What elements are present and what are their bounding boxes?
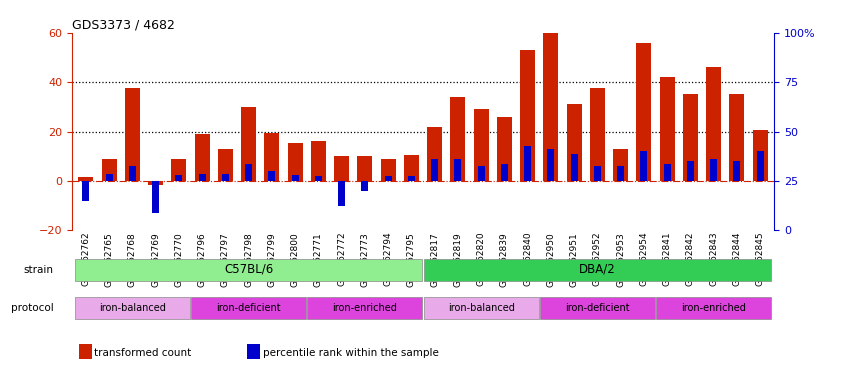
Bar	[75, 258, 422, 281]
Bar	[540, 297, 655, 319]
Bar	[450, 97, 465, 181]
Text: iron-balanced: iron-balanced	[99, 303, 166, 313]
Bar	[454, 159, 461, 181]
Bar	[478, 166, 485, 181]
Bar	[664, 164, 671, 181]
Bar	[310, 141, 326, 181]
Bar	[79, 177, 93, 181]
Bar	[175, 175, 182, 181]
Bar	[288, 142, 303, 181]
Text: iron-deficient: iron-deficient	[565, 303, 629, 313]
Bar	[706, 67, 721, 181]
Text: iron-enriched: iron-enriched	[332, 303, 398, 313]
Bar	[613, 149, 629, 181]
Bar	[525, 146, 531, 181]
Bar	[245, 164, 252, 181]
Bar	[733, 161, 740, 181]
Bar	[640, 151, 647, 181]
Bar	[385, 176, 392, 181]
Bar	[636, 43, 651, 181]
Bar	[729, 94, 744, 181]
Bar	[102, 159, 117, 181]
Bar	[292, 175, 299, 181]
Bar	[590, 88, 605, 181]
Bar	[79, 344, 91, 359]
Bar	[427, 127, 442, 181]
Text: iron-deficient: iron-deficient	[217, 303, 281, 313]
Bar	[474, 109, 489, 181]
Bar	[129, 166, 135, 181]
Bar	[75, 297, 190, 319]
Bar	[501, 164, 508, 181]
Bar	[357, 156, 372, 181]
Bar	[191, 297, 306, 319]
Bar	[307, 297, 422, 319]
Text: iron-enriched: iron-enriched	[681, 303, 746, 313]
Text: percentile rank within the sample: percentile rank within the sample	[263, 348, 439, 358]
Bar	[241, 107, 256, 181]
Text: C57BL/6: C57BL/6	[224, 263, 273, 276]
Bar	[618, 166, 624, 181]
Bar	[268, 171, 275, 181]
Bar	[381, 159, 396, 181]
Bar	[683, 94, 698, 181]
Bar	[431, 159, 438, 181]
Bar	[687, 161, 694, 181]
Bar	[424, 258, 771, 281]
Bar	[424, 297, 539, 319]
Text: DBA/2: DBA/2	[579, 263, 616, 276]
Bar	[106, 174, 113, 181]
Bar	[334, 156, 349, 181]
Text: transformed count: transformed count	[95, 348, 192, 358]
Bar	[711, 159, 717, 181]
Bar	[217, 149, 233, 181]
Bar	[520, 50, 536, 181]
Bar	[338, 181, 345, 206]
Bar	[171, 159, 186, 181]
Bar	[660, 77, 675, 181]
Bar	[148, 181, 163, 185]
Bar	[571, 154, 578, 181]
Bar	[543, 33, 558, 181]
Bar	[404, 155, 419, 181]
Bar	[152, 181, 159, 213]
Text: protocol: protocol	[10, 303, 53, 313]
Bar	[756, 151, 764, 181]
Bar	[497, 117, 512, 181]
Bar	[594, 166, 601, 181]
Bar	[547, 149, 554, 181]
Bar	[199, 174, 206, 181]
Bar	[82, 181, 90, 201]
Text: iron-balanced: iron-balanced	[448, 303, 514, 313]
Bar	[408, 176, 415, 181]
Text: GDS3373 / 4682: GDS3373 / 4682	[72, 18, 175, 31]
Bar	[222, 174, 228, 181]
Bar	[656, 297, 771, 319]
Bar	[753, 130, 767, 181]
Bar	[315, 176, 321, 181]
Bar	[264, 133, 279, 181]
Bar	[125, 88, 140, 181]
Bar	[361, 181, 368, 191]
Bar	[195, 134, 210, 181]
Bar	[247, 344, 260, 359]
Text: strain: strain	[24, 265, 53, 275]
Bar	[567, 104, 582, 181]
